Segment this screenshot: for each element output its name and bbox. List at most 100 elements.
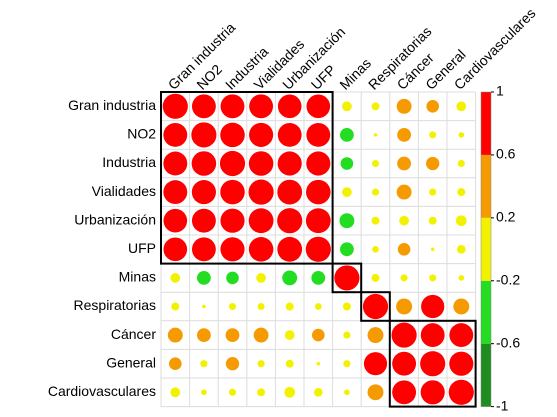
correlation-circle [170,387,181,398]
cluster-box [160,91,334,265]
correlation-circle [226,271,239,285]
correlation-circle [449,323,474,348]
row-label: Respiratorias [74,297,156,313]
correlation-circle [397,243,411,256]
correlation-circle [220,237,245,262]
correlation-circle [191,237,216,262]
row-label: Vialidades [92,183,156,199]
colorbar-segment [481,343,491,407]
correlation-circle [248,179,274,205]
correlation-circle [396,184,412,200]
correlation-circle [282,270,298,286]
correlation-circle [306,94,331,119]
correlation-circle [340,128,354,142]
colorbar-segment [481,280,491,344]
correlation-circle [344,389,350,396]
correlation-circle [396,98,412,114]
correlation-circle [219,150,246,177]
correlation-circle [342,302,351,311]
correlation-circle [225,328,240,342]
correlation-circle [257,360,265,368]
colorbar-frame [480,91,492,407]
correlation-circle [257,302,265,311]
correlation-circle [392,351,417,376]
correlation-circle [277,179,303,205]
correlation-circle [311,271,326,285]
correlation-circle [420,380,445,405]
correlation-circle [248,151,274,176]
correlation-circle [397,156,411,171]
correlation-circle [429,274,437,282]
correlation-circle [191,208,216,233]
correlation-circle [191,151,217,176]
correlation-circle [305,236,331,262]
correlation-circle [371,159,380,168]
correlation-circle [257,388,266,397]
column-label: Cardiovasculares [451,5,539,93]
correlation-circle [248,208,274,234]
colorbar-tick-label: -0.6 [496,334,520,350]
correlation-circle [163,237,188,262]
correlation-circle [420,351,446,377]
column-label: Minas [336,55,374,93]
correlation-circle [342,187,352,197]
correlation-circle [191,122,217,148]
cluster-box [331,262,363,294]
correlation-circle [367,327,384,344]
correlation-circle [430,247,435,252]
correlation-circle [200,360,208,368]
correlation-circle [362,293,389,320]
correlation-circle [421,294,445,319]
correlation-circle [285,359,294,368]
correlation-circle [256,273,266,283]
correlation-circle [343,331,351,339]
correlation-circle [399,215,409,226]
correlation-circle [284,386,296,398]
correlation-circle [163,151,188,176]
row-label: Industria [102,154,156,170]
correlation-circle [400,274,408,282]
correlation-circle [228,388,237,396]
row-label: General [106,354,156,370]
correlation-circle [305,208,331,234]
correlation-circle [197,328,211,342]
correlation-circle [220,122,245,148]
correlation-circle [316,361,321,366]
correlation-circle [392,380,417,405]
correlation-circle [201,389,207,396]
correlation-circle [448,379,474,405]
correlation-circle [277,236,303,262]
correlation-circle [426,156,440,171]
correlation-circle [163,180,188,205]
correlation-circle [367,384,384,401]
correlation-circle [372,245,379,253]
correlation-circle [170,273,181,283]
correlation-circle [277,94,302,119]
correlation-circle [306,151,331,176]
correlation-circle [391,322,417,348]
cluster-box [360,291,391,322]
colorbar-tick-label: 0.2 [496,209,516,225]
correlation-circle [197,271,211,285]
correlation-circle [277,122,302,147]
correlation-circle [191,180,216,205]
correlation-circle [371,102,380,111]
correlation-circle [314,303,322,310]
colorbar-tick-label: -0.2 [496,271,520,287]
correlation-circle [340,242,354,257]
correlation-circle [313,387,323,397]
correlation-circle [426,100,439,113]
row-label: UFP [128,240,156,256]
row-label: Minas [119,269,156,285]
correlation-circle [162,93,188,119]
correlation-circle [284,330,295,340]
correlation-circle [420,323,445,348]
correlation-circle [458,132,465,138]
correlation-circle [306,122,331,147]
correlation-circle [312,328,325,342]
correlation-circle [429,188,437,196]
row-label: NO2 [127,126,156,142]
correlation-circle [371,216,380,225]
correlation-circle [225,357,240,371]
